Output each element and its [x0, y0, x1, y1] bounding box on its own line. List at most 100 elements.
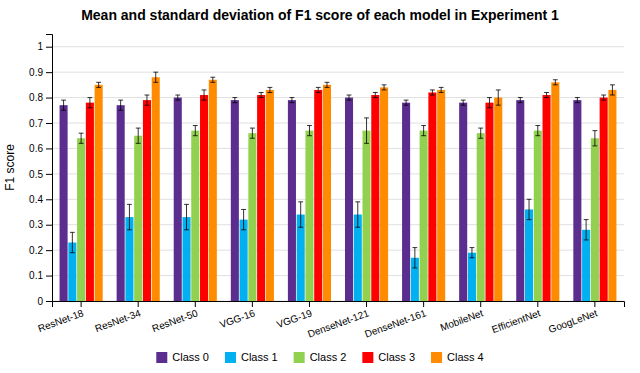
bar — [231, 100, 239, 301]
tick-label: ResNet-18 — [36, 307, 85, 334]
bar — [608, 90, 616, 301]
tick-label: VGG-16 — [218, 307, 257, 330]
tick-mark — [46, 250, 52, 251]
tick-mark — [46, 47, 52, 48]
x-axis: ResNet-18ResNet-34ResNet-50VGG-16VGG-19D… — [36, 301, 624, 340]
error-bar — [267, 87, 272, 92]
x-tick: VGG-16 — [218, 301, 257, 330]
error-bar — [487, 98, 492, 108]
tick-label: 0.1 — [29, 270, 43, 281]
error-bar — [496, 90, 501, 105]
tick-mark — [46, 123, 52, 124]
bar — [77, 138, 85, 301]
bar — [95, 85, 103, 301]
bar — [525, 209, 533, 301]
error-bar — [307, 126, 312, 136]
legend-item: Class 4 — [431, 351, 484, 363]
error-bar — [184, 204, 189, 229]
error-bar — [153, 72, 158, 82]
error-bar — [87, 98, 92, 108]
y-tick: 0.2 — [29, 245, 52, 256]
legend-swatch — [156, 352, 167, 363]
bar — [380, 87, 388, 301]
tick-mark — [537, 301, 538, 307]
x-tick: ResNet-34 — [93, 301, 142, 334]
error-bar — [518, 98, 523, 103]
tick-mark — [138, 301, 139, 307]
error-bar — [96, 82, 101, 87]
x-tick: MobileNet — [439, 301, 485, 333]
bar — [420, 131, 428, 301]
error-bar — [61, 100, 66, 110]
y-tick: 0.1 — [29, 270, 52, 281]
y-tick: 0.4 — [29, 194, 52, 205]
tick-mark — [46, 225, 52, 226]
error-bar — [250, 128, 255, 138]
error-bar — [364, 118, 369, 143]
legend: Class 0 Class 1 Class 2 Class 3 Class 4 — [156, 351, 483, 363]
x-tick: ResNet-50 — [151, 301, 200, 334]
tick-mark — [46, 98, 52, 99]
tick-mark — [366, 301, 367, 307]
error-bar — [175, 95, 180, 100]
grid-line — [52, 46, 624, 47]
tick-label: ResNet-34 — [93, 307, 142, 334]
bar — [60, 105, 68, 301]
error-bar — [347, 95, 352, 100]
bar — [363, 131, 371, 301]
error-bar — [259, 92, 264, 97]
bar — [314, 90, 322, 301]
bar — [468, 253, 476, 301]
bar — [174, 98, 182, 301]
error-bar — [470, 248, 475, 258]
legend-label: Class 3 — [378, 351, 415, 363]
bar — [143, 100, 151, 301]
tick-mark — [423, 301, 424, 307]
y-tick: 0.3 — [29, 219, 52, 230]
error-bar — [70, 232, 75, 252]
y-tick: 0.9 — [29, 67, 52, 78]
error-bar — [241, 209, 246, 229]
error-bar — [298, 202, 303, 227]
tick-label: 1 — [37, 41, 43, 52]
tick-label: MobileNet — [439, 307, 485, 333]
tick-mark — [46, 199, 52, 200]
error-bar — [421, 126, 426, 136]
legend-item: Class 2 — [294, 351, 347, 363]
legend-swatch — [294, 352, 305, 363]
bar — [371, 95, 379, 301]
error-bar — [193, 126, 198, 136]
legend-item: Class 3 — [362, 351, 415, 363]
y-tick: 0.7 — [29, 118, 52, 129]
tick-label: GoogLeNet — [547, 307, 599, 335]
tick-label: 0.8 — [29, 92, 43, 103]
tick-mark — [480, 301, 481, 307]
plot-area: 00.10.20.30.40.50.60.70.80.91ResNet-18Re… — [29, 35, 624, 340]
bar — [266, 90, 274, 301]
tick-mark — [81, 301, 82, 307]
error-bar — [601, 95, 606, 100]
bar — [428, 92, 436, 301]
legend-label: Class 0 — [172, 351, 209, 363]
title: Mean and standard deviation of F1 score … — [81, 7, 559, 23]
tick-mark — [46, 174, 52, 175]
bar — [543, 95, 551, 301]
tick-label: 0.2 — [29, 245, 43, 256]
tick-mark — [46, 148, 52, 149]
y-tick: 1 — [37, 41, 52, 52]
tick-label: 0 — [37, 296, 43, 307]
error-bar — [575, 98, 580, 103]
bar — [152, 77, 160, 301]
bar — [134, 136, 142, 301]
legend-label: Class 2 — [310, 351, 347, 363]
bar — [209, 80, 217, 301]
error-bar — [382, 85, 387, 90]
marks — [60, 72, 617, 301]
error-bar — [355, 202, 360, 227]
grid-line — [52, 123, 624, 124]
axis-line — [46, 35, 53, 302]
error-bar — [553, 80, 558, 85]
tick-label: EfficientNet — [490, 307, 542, 335]
legend-item: Class 1 — [225, 351, 278, 363]
error-bar — [544, 92, 549, 97]
